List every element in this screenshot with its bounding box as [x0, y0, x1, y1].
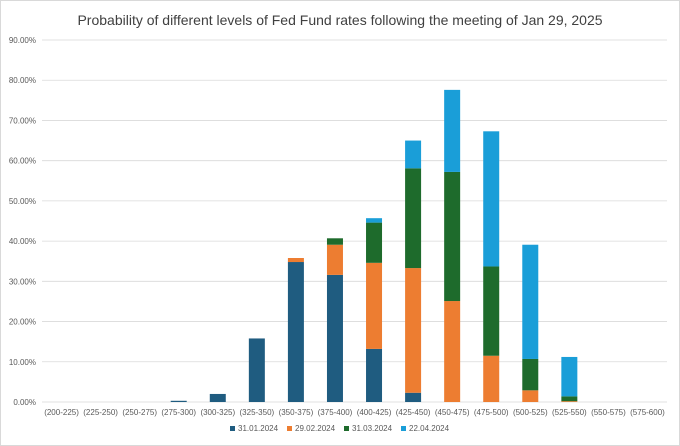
bar-segment [483, 131, 500, 267]
legend-swatch [287, 426, 292, 431]
x-tick-label: (325-350) [240, 408, 275, 417]
y-tick-label: 40.00% [9, 237, 36, 246]
legend: 31.01.2024 29.02.2024 31.03.2024 22.04.2024 [230, 424, 450, 433]
x-tick-label: (375-400) [318, 408, 353, 417]
bar-segment [522, 358, 539, 391]
bar-segment [326, 274, 343, 402]
x-tick-labels: (200-225) (225-250) (250-275) (275-300) (300… [44, 408, 665, 417]
y-tick-label: 80.00% [9, 76, 36, 85]
gridlines [42, 39, 667, 403]
bar-segment [366, 222, 383, 263]
legend-label: 31.03.2024 [352, 424, 393, 433]
legend-label: 29.02.2024 [295, 424, 336, 433]
y-tick-label: 30.00% [9, 277, 36, 286]
x-tick-label: (525-550) [552, 408, 587, 417]
bar-segment [483, 266, 500, 356]
x-tick-label: (400-425) [357, 408, 392, 417]
bar-segment [248, 338, 265, 402]
bar-segment [561, 356, 578, 397]
bar-segment [561, 396, 578, 402]
bar-segment [209, 393, 226, 402]
bar-segment [170, 400, 187, 402]
x-tick-label: (450-475) [435, 408, 470, 417]
bar-segment [444, 301, 461, 402]
y-tick-label: 60.00% [9, 157, 36, 166]
x-tick-label: (300-325) [200, 408, 235, 417]
bar-segment [366, 348, 383, 402]
bar-segment [522, 390, 539, 402]
x-tick-label: (225-250) [83, 408, 118, 417]
y-tick-label: 20.00% [9, 318, 36, 327]
x-tick-label: (350-375) [279, 408, 314, 417]
bar-segment [561, 401, 578, 402]
bar-segment [522, 244, 539, 359]
x-tick-label: (200-225) [44, 408, 79, 417]
x-tick-label: (250-275) [122, 408, 157, 417]
legend-swatch [230, 426, 235, 431]
bar-segment [287, 262, 304, 402]
bar-segment [405, 268, 422, 393]
y-tick-label: 10.00% [9, 358, 36, 367]
x-tick-label: (500-525) [513, 408, 548, 417]
bar-segment [366, 218, 383, 223]
x-tick-label: (275-300) [161, 408, 196, 417]
y-tick-label: 0.00% [13, 398, 36, 407]
legend-label: 31.01.2024 [238, 424, 279, 433]
legend-swatch [344, 426, 349, 431]
y-tick-label: 70.00% [9, 116, 36, 125]
y-tick-label: 50.00% [9, 197, 36, 206]
bar-segment [366, 262, 383, 349]
x-tick-label: (475-500) [474, 408, 509, 417]
bar-segment [444, 171, 461, 302]
bars [170, 89, 578, 402]
bar-segment [405, 140, 422, 169]
chart-title: Probability of different levels of Fed F… [77, 12, 603, 28]
legend-swatch [401, 426, 406, 431]
x-tick-label: (575-600) [630, 408, 665, 417]
bar-segment [444, 89, 461, 172]
bar-segment [287, 258, 304, 263]
y-tick-labels: 0.00% 10.00% 20.00% 30.00% 40.00% 50.00% 60.00… [9, 36, 36, 407]
bar-segment [483, 355, 500, 402]
legend-label: 22.04.2024 [409, 424, 450, 433]
x-tick-label: (550-575) [591, 408, 626, 417]
bar-segment [326, 238, 343, 245]
bar-segment [405, 168, 422, 269]
y-tick-label: 90.00% [9, 36, 36, 45]
x-tick-label: (425-450) [396, 408, 431, 417]
bar-segment [405, 392, 422, 402]
bar-segment [326, 244, 343, 275]
